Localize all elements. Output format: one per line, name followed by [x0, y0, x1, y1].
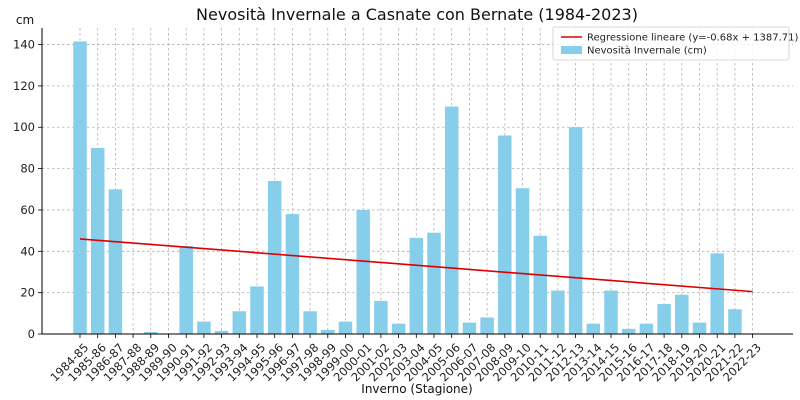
bar: [551, 290, 565, 334]
bar: [321, 329, 335, 334]
x-axis-label: Inverno (Stagione): [361, 382, 472, 396]
bar: [232, 311, 247, 334]
bar: [533, 235, 547, 334]
bar: [586, 323, 601, 334]
bar: [285, 214, 300, 334]
bar: [498, 135, 512, 334]
y-tick-label: 120: [13, 79, 35, 93]
legend-bar-swatch: [561, 46, 582, 54]
bar: [462, 322, 477, 334]
bar: [604, 290, 618, 334]
y-tick-label: 20: [20, 286, 35, 300]
regression-line-series: [79, 238, 753, 293]
y-tick-label: 40: [20, 244, 35, 258]
legend: Regressione lineare (y=-0.68x + 1387.71)…: [552, 26, 799, 61]
bar: [710, 253, 724, 334]
bar: [409, 237, 424, 334]
legend-box: [552, 26, 790, 61]
bar: [391, 323, 406, 334]
bar: [144, 331, 158, 334]
bar: [728, 309, 742, 334]
y-tick-label: 80: [20, 162, 35, 176]
bar: [338, 321, 353, 334]
y-tick-label: 0: [28, 327, 35, 341]
bar: [374, 300, 388, 334]
bar: [73, 41, 87, 335]
bar: [692, 322, 707, 334]
bar: [197, 321, 211, 334]
bar: [515, 188, 530, 334]
bar: [568, 127, 583, 334]
y-axis-label: cm: [16, 13, 34, 27]
bar: [250, 286, 264, 334]
bar: [427, 232, 441, 334]
bar: [657, 304, 671, 334]
bar: [621, 328, 636, 334]
y-tick-label: 60: [20, 203, 35, 217]
bar: [108, 189, 123, 334]
bar: [179, 246, 193, 334]
bar: [444, 106, 459, 334]
y-tick-label: 100: [13, 120, 35, 134]
legend-label-regression: Regressione lineare (y=-0.68x + 1387.71): [587, 33, 799, 44]
bar: [480, 317, 494, 334]
bar: [214, 330, 229, 334]
y-tick-label: 140: [13, 38, 35, 52]
bar: [267, 181, 282, 334]
bar: [639, 323, 654, 334]
bar: [675, 294, 689, 334]
chart-title: Nevosità Invernale a Casnate con Bernate…: [196, 5, 638, 24]
bar: [356, 209, 370, 334]
legend-label-snowfall: Nevosità Invernale (cm): [587, 45, 707, 57]
bar: [303, 311, 317, 334]
regression-line: [79, 238, 753, 293]
